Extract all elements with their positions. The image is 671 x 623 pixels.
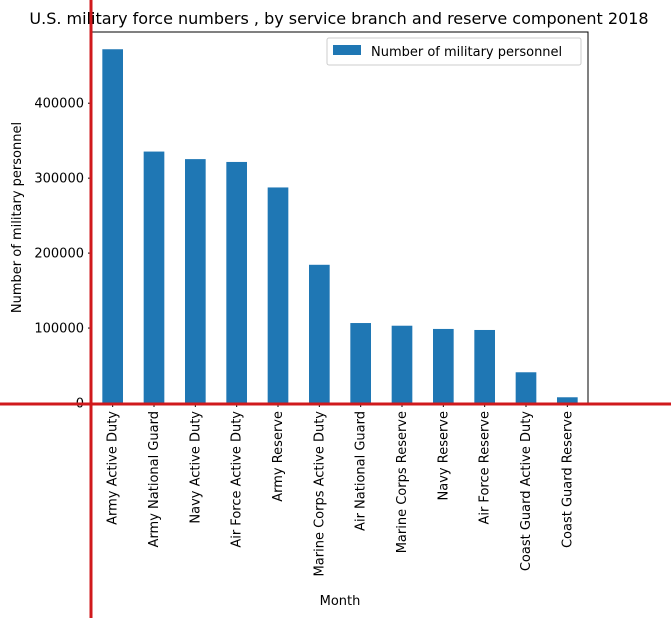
x-tick-label: Coast Guard Reserve — [560, 411, 575, 548]
bar — [143, 151, 165, 403]
legend-entry-number-of-military-personnel: Number of military personnel — [371, 45, 562, 60]
x-axis-label: Month — [320, 594, 361, 609]
y-tick-label: 400000 — [34, 97, 84, 112]
bar — [185, 159, 206, 403]
legend-swatch — [333, 45, 361, 55]
x-tick-label: Air Force Active Duty — [230, 411, 245, 548]
bar — [226, 161, 247, 403]
x-axis: Army Active Duty Army National Guard Navy … — [106, 403, 575, 577]
bar — [102, 49, 123, 403]
legend: Number of military personnel — [326, 37, 582, 66]
x-tick-label: Army National Guard — [147, 411, 162, 547]
bar — [350, 323, 371, 403]
bars-layer — [102, 49, 578, 403]
y-tick-label: 300000 — [34, 172, 84, 187]
y-axis-label: Number of military personnel — [10, 122, 25, 313]
legend-box — [326, 37, 582, 66]
x-tick-label: Air National Guard — [354, 411, 369, 531]
x-tick-label: Coast Guard Active Duty — [519, 411, 534, 571]
x-tick-label: Marine Corps Active Duty — [312, 411, 327, 577]
bar — [515, 372, 537, 403]
bar — [267, 187, 289, 403]
x-tick-label: Navy Reserve — [436, 411, 451, 500]
bar — [309, 264, 330, 403]
y-tick-label: 100000 — [34, 322, 84, 337]
x-tick-label: Navy Active Duty — [188, 411, 203, 524]
x-tick-label: Army Reserve — [271, 411, 286, 502]
chart-title: U.S. military force numbers , by service… — [29, 9, 648, 28]
x-tick-label: Marine Corps Reserve — [395, 411, 410, 553]
y-tick-label: 200000 — [34, 247, 84, 262]
x-tick-label: Air Force Reserve — [478, 411, 493, 525]
y-axis: 0100000200000300000400000 — [34, 97, 92, 412]
bar — [557, 397, 578, 403]
bar — [474, 329, 495, 403]
bar — [391, 325, 413, 403]
plot-frame — [91, 31, 589, 404]
x-tick-label: Army Active Duty — [106, 411, 121, 525]
bar — [433, 328, 454, 403]
